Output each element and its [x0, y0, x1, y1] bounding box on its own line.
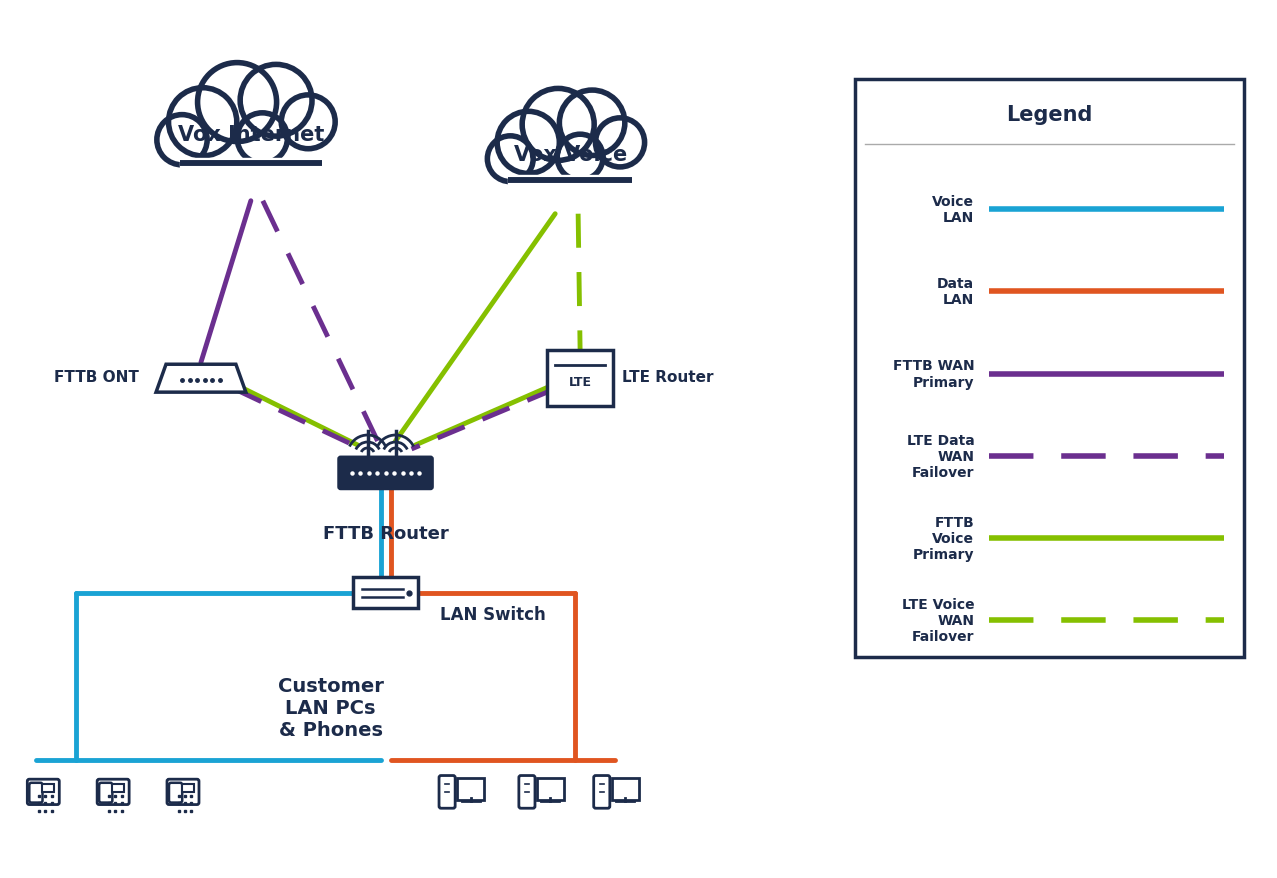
FancyBboxPatch shape — [27, 780, 59, 804]
Circle shape — [236, 113, 289, 164]
FancyBboxPatch shape — [112, 784, 124, 792]
Text: Voice
LAN: Voice LAN — [932, 195, 974, 225]
Polygon shape — [156, 365, 246, 392]
FancyBboxPatch shape — [180, 124, 322, 164]
FancyBboxPatch shape — [854, 80, 1244, 658]
FancyBboxPatch shape — [439, 775, 455, 809]
Circle shape — [557, 134, 604, 181]
FancyBboxPatch shape — [169, 783, 183, 802]
FancyBboxPatch shape — [338, 457, 433, 489]
FancyBboxPatch shape — [97, 780, 129, 804]
FancyBboxPatch shape — [508, 176, 632, 186]
FancyBboxPatch shape — [42, 784, 55, 792]
FancyBboxPatch shape — [518, 775, 535, 809]
Circle shape — [240, 65, 313, 138]
Text: FTTB Router: FTTB Router — [323, 524, 448, 542]
FancyBboxPatch shape — [29, 783, 42, 802]
Text: LTE Voice
WAN
Failover: LTE Voice WAN Failover — [902, 597, 974, 644]
FancyBboxPatch shape — [548, 351, 613, 407]
Circle shape — [156, 115, 208, 166]
Text: FTTB
Voice
Primary: FTTB Voice Primary — [913, 515, 974, 562]
Text: LTE Data
WAN
Failover: LTE Data WAN Failover — [907, 433, 974, 479]
Circle shape — [497, 112, 559, 175]
Text: Data
LAN: Data LAN — [937, 277, 974, 307]
Text: Customer
LAN PCs
& Phones: Customer LAN PCs & Phones — [277, 676, 383, 738]
Text: Vox Voice: Vox Voice — [513, 145, 627, 165]
Circle shape — [487, 136, 534, 183]
Circle shape — [595, 119, 645, 169]
Circle shape — [559, 90, 626, 157]
Text: LTE Router: LTE Router — [622, 370, 714, 385]
FancyBboxPatch shape — [612, 778, 638, 800]
Text: LAN Switch: LAN Switch — [441, 606, 547, 623]
Circle shape — [167, 88, 238, 157]
Circle shape — [521, 89, 595, 162]
Circle shape — [197, 62, 277, 143]
Text: Vox Internet: Vox Internet — [178, 125, 324, 145]
FancyBboxPatch shape — [508, 144, 632, 181]
FancyBboxPatch shape — [100, 783, 112, 802]
Text: Legend: Legend — [1006, 104, 1092, 125]
FancyBboxPatch shape — [538, 778, 564, 800]
Text: FTTB WAN
Primary: FTTB WAN Primary — [893, 359, 974, 389]
FancyBboxPatch shape — [180, 159, 322, 169]
FancyBboxPatch shape — [167, 780, 199, 804]
FancyBboxPatch shape — [352, 577, 419, 608]
FancyBboxPatch shape — [594, 775, 610, 809]
Text: FTTB ONT: FTTB ONT — [54, 370, 139, 385]
Circle shape — [281, 95, 336, 150]
Text: LTE: LTE — [568, 375, 591, 388]
FancyBboxPatch shape — [457, 778, 484, 800]
FancyBboxPatch shape — [183, 784, 194, 792]
